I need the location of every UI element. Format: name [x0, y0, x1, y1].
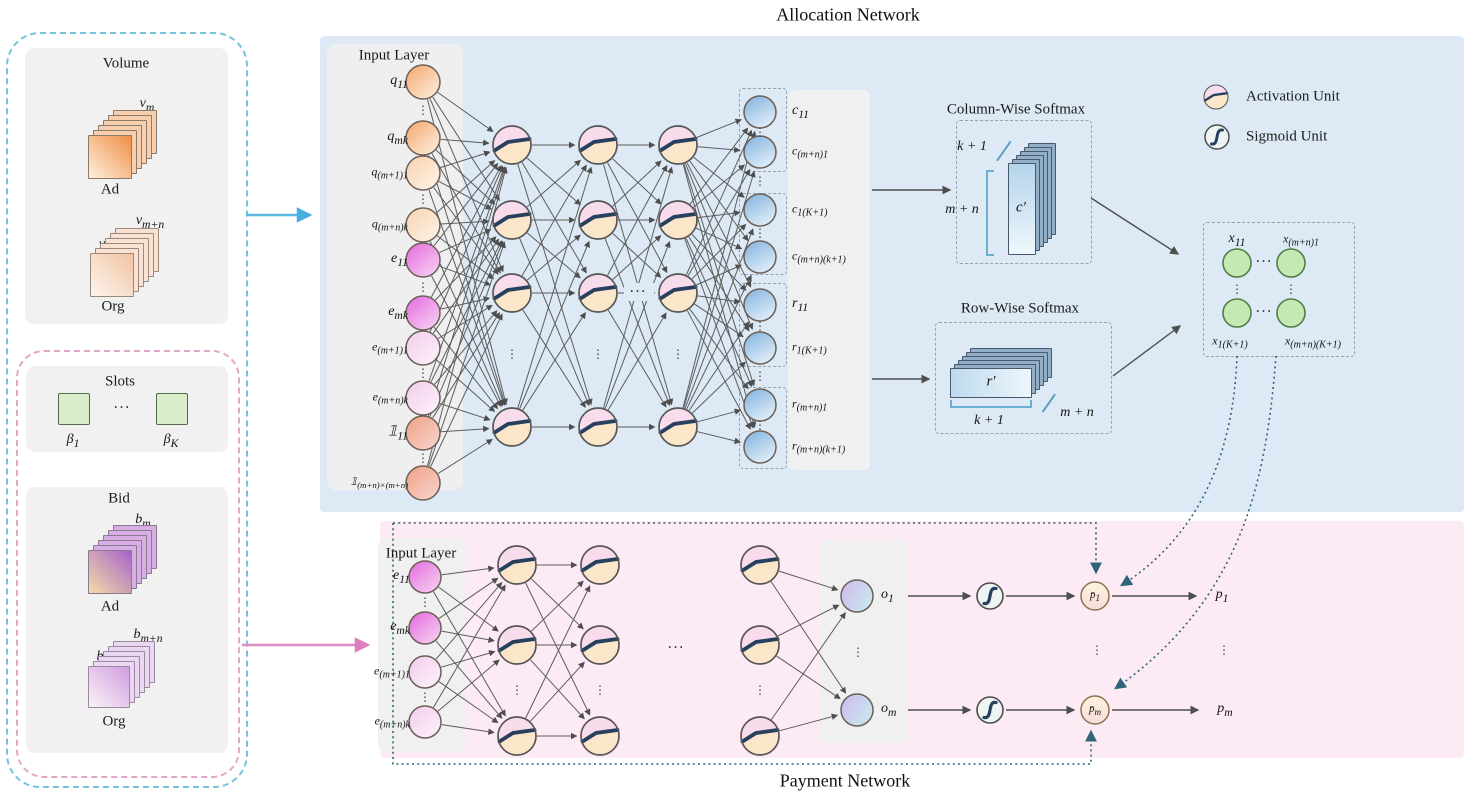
volume-org-caption: Org — [101, 298, 125, 315]
payment-pbar-node — [1080, 581, 1110, 611]
c-group-box-1 — [739, 88, 787, 172]
row-softmax-box — [935, 322, 1112, 434]
activation-unit-icon — [658, 125, 698, 165]
allocation-network-title: Allocation Network — [776, 4, 920, 25]
slot-square-first — [58, 393, 90, 425]
allocation-input-layer-title: Input Layer — [358, 47, 430, 64]
allocation-x-node — [1222, 248, 1252, 278]
activation-unit-icon — [497, 716, 537, 756]
allocation-input-node — [405, 155, 441, 191]
allocation-input-node — [405, 415, 441, 451]
allocation-output-node — [743, 193, 777, 227]
activation-unit-icon — [497, 545, 537, 585]
column-softmax-rows-label: m + n — [945, 202, 979, 217]
activation-unit-icon — [492, 125, 532, 165]
activation-unit-icon — [740, 716, 780, 756]
allocation-input-node — [405, 295, 441, 331]
sigmoid-unit-icon — [1204, 124, 1230, 150]
activation-unit-icon — [497, 625, 537, 665]
allocation-input-node — [405, 330, 441, 366]
payment-network-panel — [380, 521, 1464, 758]
allocation-x-node — [1276, 248, 1306, 278]
activation-unit-icon — [492, 407, 532, 447]
payment-input-node — [408, 611, 442, 645]
payment-pbar-node — [1080, 695, 1110, 725]
activation-unit-icon — [740, 625, 780, 665]
volume-dashed-box — [6, 32, 248, 788]
activation-unit-icon — [658, 200, 698, 240]
legend-sigmoid-label: Sigmoid Unit — [1246, 128, 1328, 145]
allocation-output-node — [743, 240, 777, 274]
activation-unit-icon — [578, 273, 618, 313]
slot-square-last — [156, 393, 188, 425]
allocation-output-node — [743, 288, 777, 322]
payment-input-layer-title: Input Layer — [385, 545, 457, 562]
row-softmax-cols-label: k + 1 — [974, 413, 1004, 428]
slots-title: Slots — [104, 373, 136, 390]
allocation-output-label-panel — [788, 90, 870, 470]
r-group-box-1 — [739, 283, 787, 367]
bid-title: Bid — [108, 490, 130, 507]
activation-unit-icon — [580, 625, 620, 665]
activation-unit-icon — [740, 545, 780, 585]
allocation-x-node — [1222, 298, 1252, 328]
legend-activation-label: Activation Unit — [1246, 88, 1340, 105]
allocation-output-node — [743, 388, 777, 422]
payment-input-node — [408, 655, 442, 689]
activation-unit-icon — [658, 407, 698, 447]
allocation-input-node — [405, 207, 441, 243]
sigmoid-unit-icon — [976, 582, 1004, 610]
payment-input-node — [408, 560, 442, 594]
activation-unit-icon — [580, 716, 620, 756]
r-group-box-2 — [739, 387, 787, 469]
bid-dashed-box — [16, 350, 240, 778]
allocation-output-node — [743, 331, 777, 365]
payment-o-node — [840, 579, 874, 613]
activation-unit-icon — [658, 273, 698, 313]
allocation-output-node — [743, 135, 777, 169]
row-softmax-title: Row-Wise Softmax — [960, 300, 1080, 317]
activation-unit-icon — [578, 125, 618, 165]
column-softmax-rows-bracket — [986, 170, 994, 256]
volume-title: Volume — [102, 55, 150, 72]
column-softmax-box — [956, 120, 1092, 264]
allocation-x-node — [1276, 298, 1306, 328]
row-softmax-matrix-label: r′ — [986, 373, 996, 390]
allocation-input-node — [405, 120, 441, 156]
volume-ad-caption: Ad — [100, 181, 120, 198]
activation-unit-icon — [580, 545, 620, 585]
payment-input-node — [408, 705, 442, 739]
allocation-x-box — [1203, 222, 1355, 357]
column-softmax-depth-label: k + 1 — [957, 139, 987, 154]
allocation-input-node — [405, 242, 441, 278]
row-softmax-depth-label: m + n — [1060, 405, 1094, 420]
allocation-output-node — [743, 430, 777, 464]
column-softmax-title: Column-Wise Softmax — [946, 101, 1086, 118]
bid-ad-caption: Ad — [100, 598, 120, 615]
sigmoid-unit-icon — [976, 696, 1004, 724]
bid-org-caption: Org — [102, 713, 126, 730]
payment-o-node — [840, 693, 874, 727]
payment-network-title: Payment Network — [779, 770, 911, 791]
activation-unit-icon — [1203, 84, 1229, 110]
activation-unit-icon — [578, 200, 618, 240]
allocation-input-node — [405, 64, 441, 100]
c-group-box-2 — [739, 193, 787, 275]
activation-unit-icon — [492, 200, 532, 240]
allocation-output-node — [743, 95, 777, 129]
activation-unit-icon — [492, 273, 532, 313]
allocation-input-node — [405, 380, 441, 416]
allocation-input-node — [405, 465, 441, 501]
activation-unit-icon — [578, 407, 618, 447]
row-softmax-cols-bracket — [950, 400, 1032, 408]
column-softmax-matrix-label: c′ — [1016, 199, 1026, 216]
